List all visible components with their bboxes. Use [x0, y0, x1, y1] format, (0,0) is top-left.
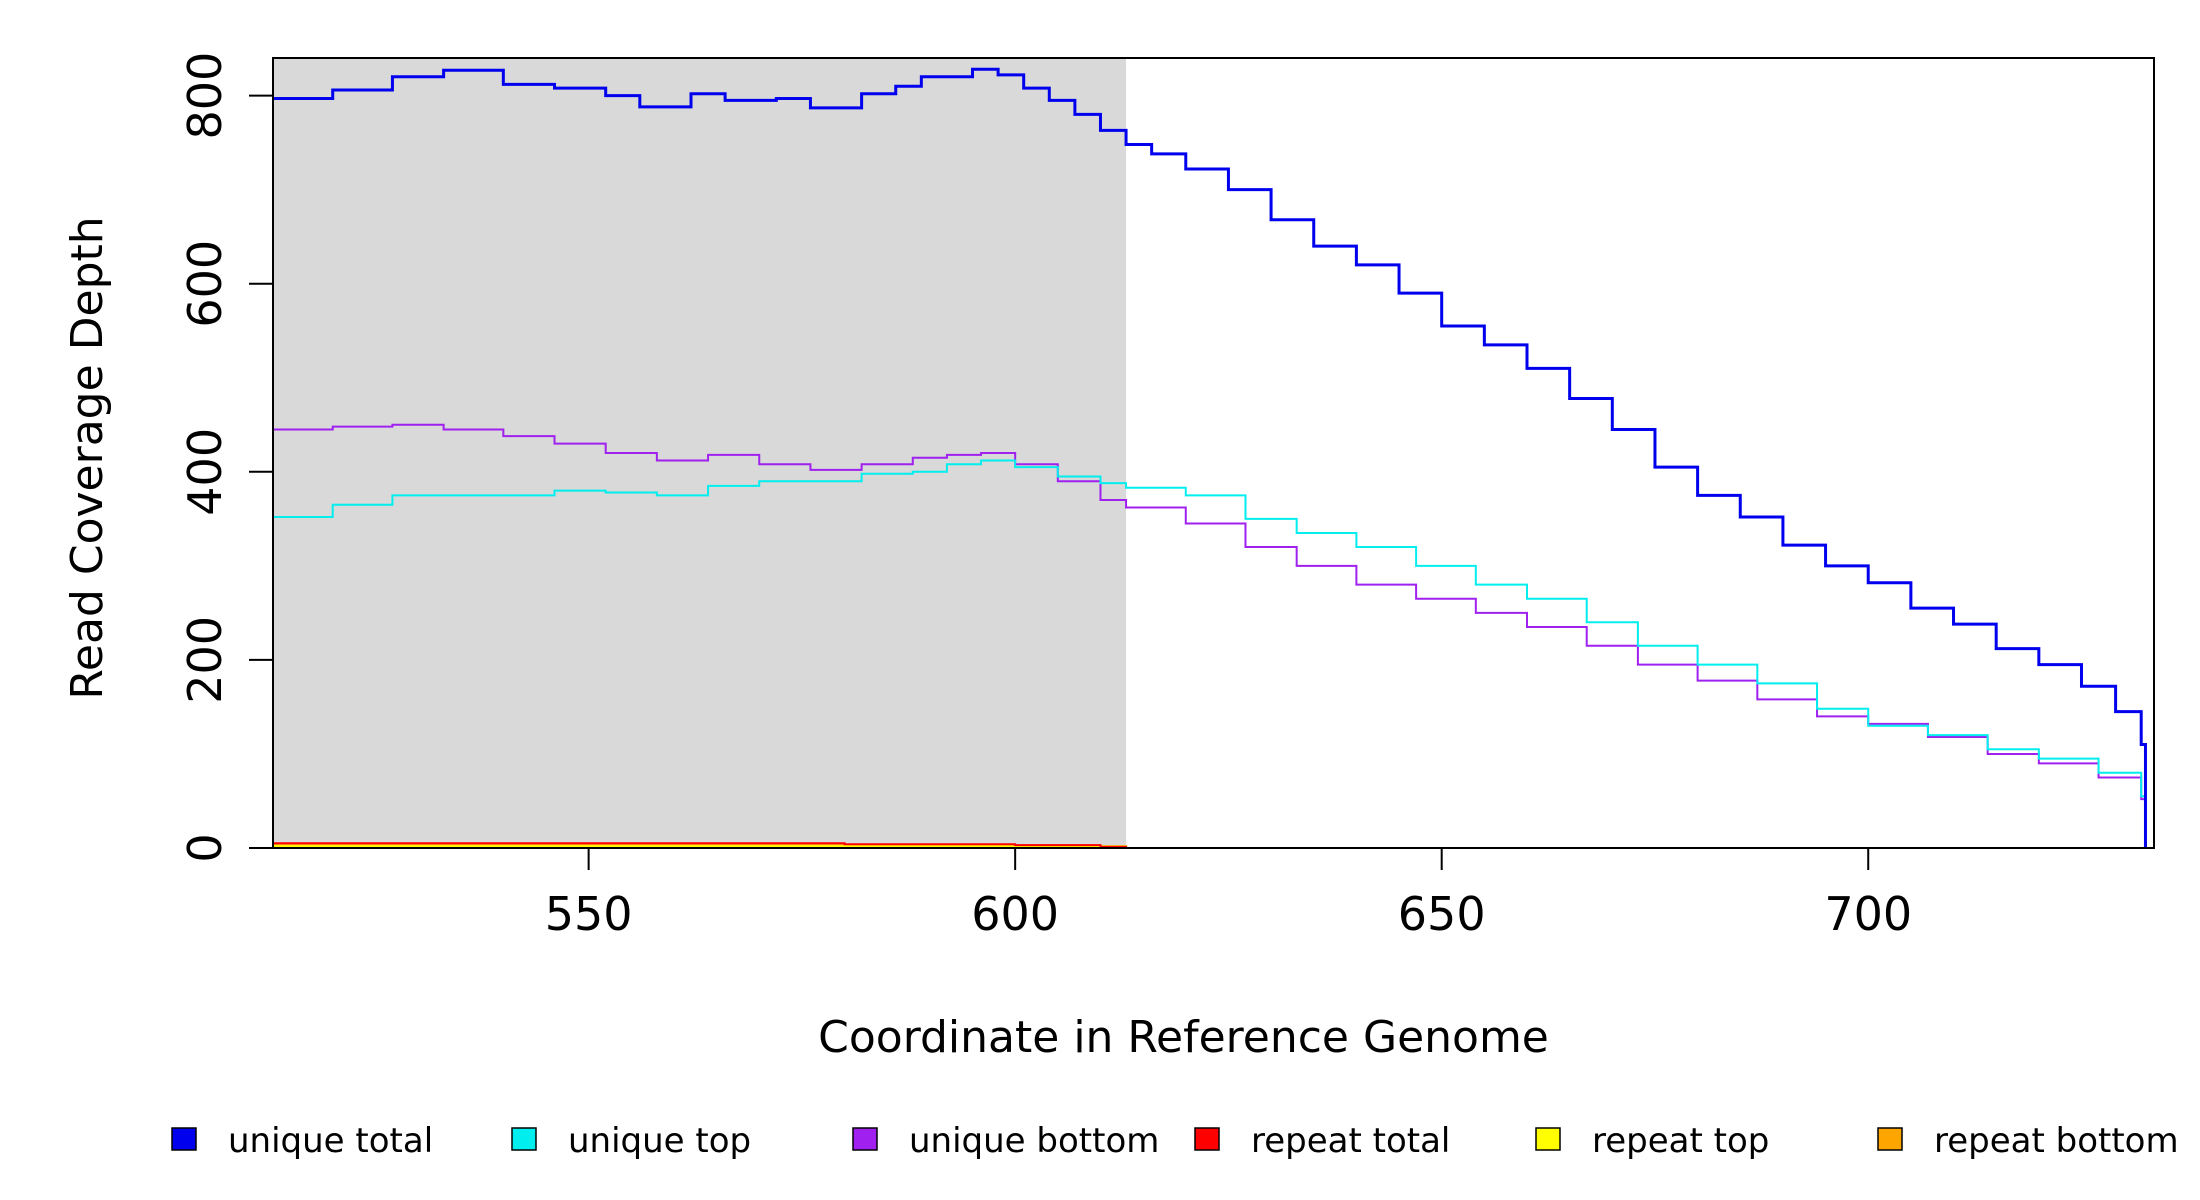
- series-line-unique-top: [273, 459, 2147, 848]
- y-tick-label: 400: [178, 428, 232, 516]
- legend-swatch-repeat-top: [1535, 1127, 1561, 1151]
- legend-label-repeat-bottom: repeat bottom: [1934, 1121, 2179, 1161]
- legend-swatch-unique-top: [511, 1127, 537, 1151]
- legend: unique total unique top unique bottom repea…: [171, 1121, 2179, 1161]
- x-tick-label: 650: [1398, 887, 1486, 941]
- x-tick-label: 550: [545, 887, 633, 941]
- plot-frame: [272, 57, 2155, 849]
- x-axis: 550 600 650 700: [545, 848, 1912, 941]
- x-tick-label: 700: [1824, 887, 1912, 941]
- y-axis-title: Read Coverage Depth: [62, 216, 113, 699]
- legend-label-unique-bottom: unique bottom: [909, 1121, 1159, 1161]
- series-line-unique-total: [273, 67, 2147, 848]
- legend-label-unique-top: unique top: [568, 1121, 751, 1161]
- y-tick-label: 600: [178, 240, 232, 328]
- y-tick-label: 200: [178, 616, 232, 704]
- y-tick-label: 0: [178, 833, 232, 862]
- legend-swatch-unique-bottom: [852, 1127, 878, 1151]
- legend-swatch-repeat-total: [1194, 1127, 1220, 1151]
- x-axis-title: Coordinate in Reference Genome: [818, 1012, 1549, 1063]
- legend-label-repeat-top: repeat top: [1592, 1121, 1769, 1161]
- legend-label-unique-total: unique total: [228, 1121, 433, 1161]
- y-tick-label: 800: [178, 52, 232, 140]
- legend-label-repeat-total: repeat total: [1251, 1121, 1450, 1161]
- legend-swatch-unique-total: [171, 1127, 197, 1151]
- legend-swatch-repeat-bottom: [1877, 1127, 1903, 1151]
- y-axis: 0 200 400 600 800: [178, 52, 273, 863]
- x-tick-label: 600: [971, 887, 1059, 941]
